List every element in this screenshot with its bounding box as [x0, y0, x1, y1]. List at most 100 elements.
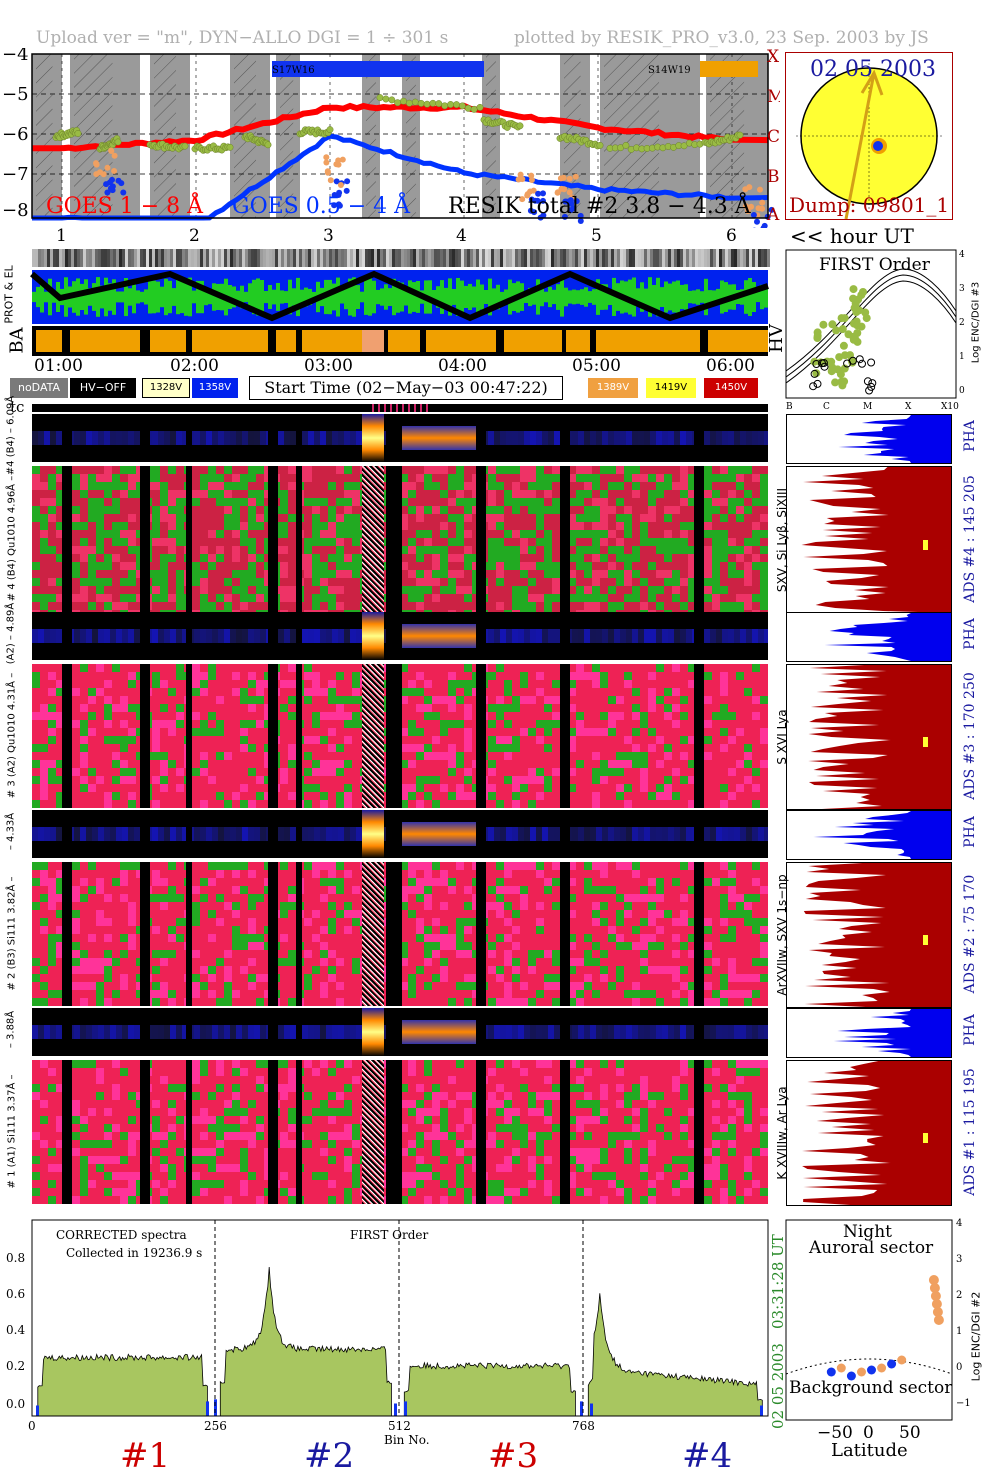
- legend-1358v: 1358V: [192, 378, 238, 398]
- goes-lightcurve-svg: −4−5−6−7−8 S17W16 S14W19 GOES 1 − 8 Å GO…: [0, 48, 780, 228]
- resik-point: [442, 103, 448, 109]
- prot-el-cell: [140, 292, 144, 303]
- brightness-cell: [608, 249, 611, 267]
- prot-el-cell: [180, 281, 184, 313]
- brightness-cell: [638, 249, 641, 267]
- resik-point: [412, 99, 418, 105]
- brightness-cell: [671, 249, 674, 267]
- prot-el-cell: [136, 290, 140, 303]
- brightness-cell: [77, 249, 80, 267]
- prot-el-cell: [284, 291, 288, 303]
- prot-el-cell: [192, 291, 196, 304]
- brightness-cell: [323, 249, 326, 267]
- prot-el-cell: [572, 290, 576, 305]
- class-label-x: X: [767, 48, 780, 67]
- flare-point: [328, 177, 334, 183]
- prot-el-cell: [116, 292, 120, 303]
- goes-ytick: −5: [2, 84, 29, 105]
- sun-disk-panel: 02 05 2003 Dump: 09801_1: [785, 52, 953, 220]
- prot-el-cell: [468, 284, 472, 310]
- spectrogram-heatmap: [32, 862, 768, 1006]
- auroral-point: [934, 1315, 944, 1325]
- lat-ytick-m1: −1: [956, 1398, 971, 1409]
- brightness-cell: [659, 249, 662, 267]
- brightness-cell: [275, 249, 278, 267]
- brightness-cell: [212, 249, 215, 267]
- flare-point: [519, 176, 525, 182]
- flare-point: [567, 176, 573, 182]
- pha-profile: [786, 810, 952, 860]
- brightness-cell: [722, 249, 725, 267]
- spectrogram-heatmap: [32, 1060, 768, 1204]
- brightness-cell: [407, 249, 410, 267]
- flare-point: [558, 175, 564, 181]
- legend-resik-total: RESIK total #2 3.8 − 4.3 Å: [448, 191, 752, 219]
- brightness-cell: [626, 249, 629, 267]
- brightness-cell: [650, 249, 653, 267]
- ba-segment: [276, 330, 296, 352]
- brightness-cell: [209, 249, 212, 267]
- fo-point: [835, 353, 843, 361]
- brightness-cell: [389, 249, 392, 267]
- brightness-cell: [98, 249, 101, 267]
- brightness-cell: [362, 249, 365, 267]
- brightness-cell: [755, 249, 758, 267]
- channel-line-label: K XVIIIw, Ar Lya: [775, 1063, 789, 1203]
- pha-profile-fill: [813, 811, 951, 859]
- brightness-cell: [437, 249, 440, 267]
- brightness-cell: [611, 249, 614, 267]
- brightness-cell: [32, 249, 35, 267]
- prot-el-cell: [292, 288, 296, 305]
- brightness-cell: [311, 249, 314, 267]
- prot-el-cell: [688, 291, 692, 303]
- brightness-cell: [464, 249, 467, 267]
- brightness-cell: [425, 249, 428, 267]
- brightness-cell: [149, 249, 152, 267]
- spec-label1: CORRECTED spectra: [56, 1228, 187, 1242]
- brightness-cell: [539, 249, 542, 267]
- prot-el-cell: [664, 282, 668, 313]
- brightness-cell: [758, 249, 761, 267]
- brightness-cell: [125, 249, 128, 267]
- ba-segment: [70, 330, 140, 352]
- brightness-cell: [635, 249, 638, 267]
- brightness-cell: [578, 249, 581, 267]
- flare-point: [323, 160, 329, 166]
- brightness-cell: [155, 249, 158, 267]
- brightness-cell: [605, 249, 608, 267]
- fo-point: [831, 378, 839, 386]
- ba-segment: [192, 330, 268, 352]
- ads-marker: [923, 540, 928, 550]
- brightness-cell: [281, 249, 284, 267]
- brightness-cell: [491, 249, 494, 267]
- prot-el-cell: [568, 290, 572, 303]
- brightness-cell: [44, 249, 47, 267]
- fo-point: [863, 314, 871, 322]
- time-tick-0300: 03:00: [304, 356, 353, 376]
- spectrum-edge-spike: [394, 1404, 397, 1417]
- resik-point: [389, 97, 395, 103]
- brightness-cell: [314, 249, 317, 267]
- spec-bottom-2: #2: [304, 1436, 354, 1476]
- resik-point: [227, 144, 233, 150]
- brightness-cell: [449, 249, 452, 267]
- brightness-cell: [440, 249, 443, 267]
- brightness-cell: [326, 249, 329, 267]
- ads-profile-fill: [802, 1061, 951, 1205]
- brightness-cell: [668, 249, 671, 267]
- brightness-cell: [164, 249, 167, 267]
- prot-el-cell: [408, 280, 412, 313]
- brightness-cell: [623, 249, 626, 267]
- prot-el-cell: [552, 290, 556, 304]
- lat-ytick-1: 1: [956, 1326, 962, 1337]
- fo-ytick-1: 1: [959, 352, 965, 362]
- brightness-cell: [473, 249, 476, 267]
- brightness-cell: [146, 249, 149, 267]
- prot-el-cell: [144, 289, 148, 304]
- ba-segment: [426, 330, 496, 352]
- brightness-cell: [500, 249, 503, 267]
- brightness-cell: [731, 249, 734, 267]
- prot-el-cell: [176, 280, 180, 314]
- prot-el-cell: [540, 288, 544, 306]
- pha-left-label: #4 (B4) – 6.09Å: [6, 391, 17, 481]
